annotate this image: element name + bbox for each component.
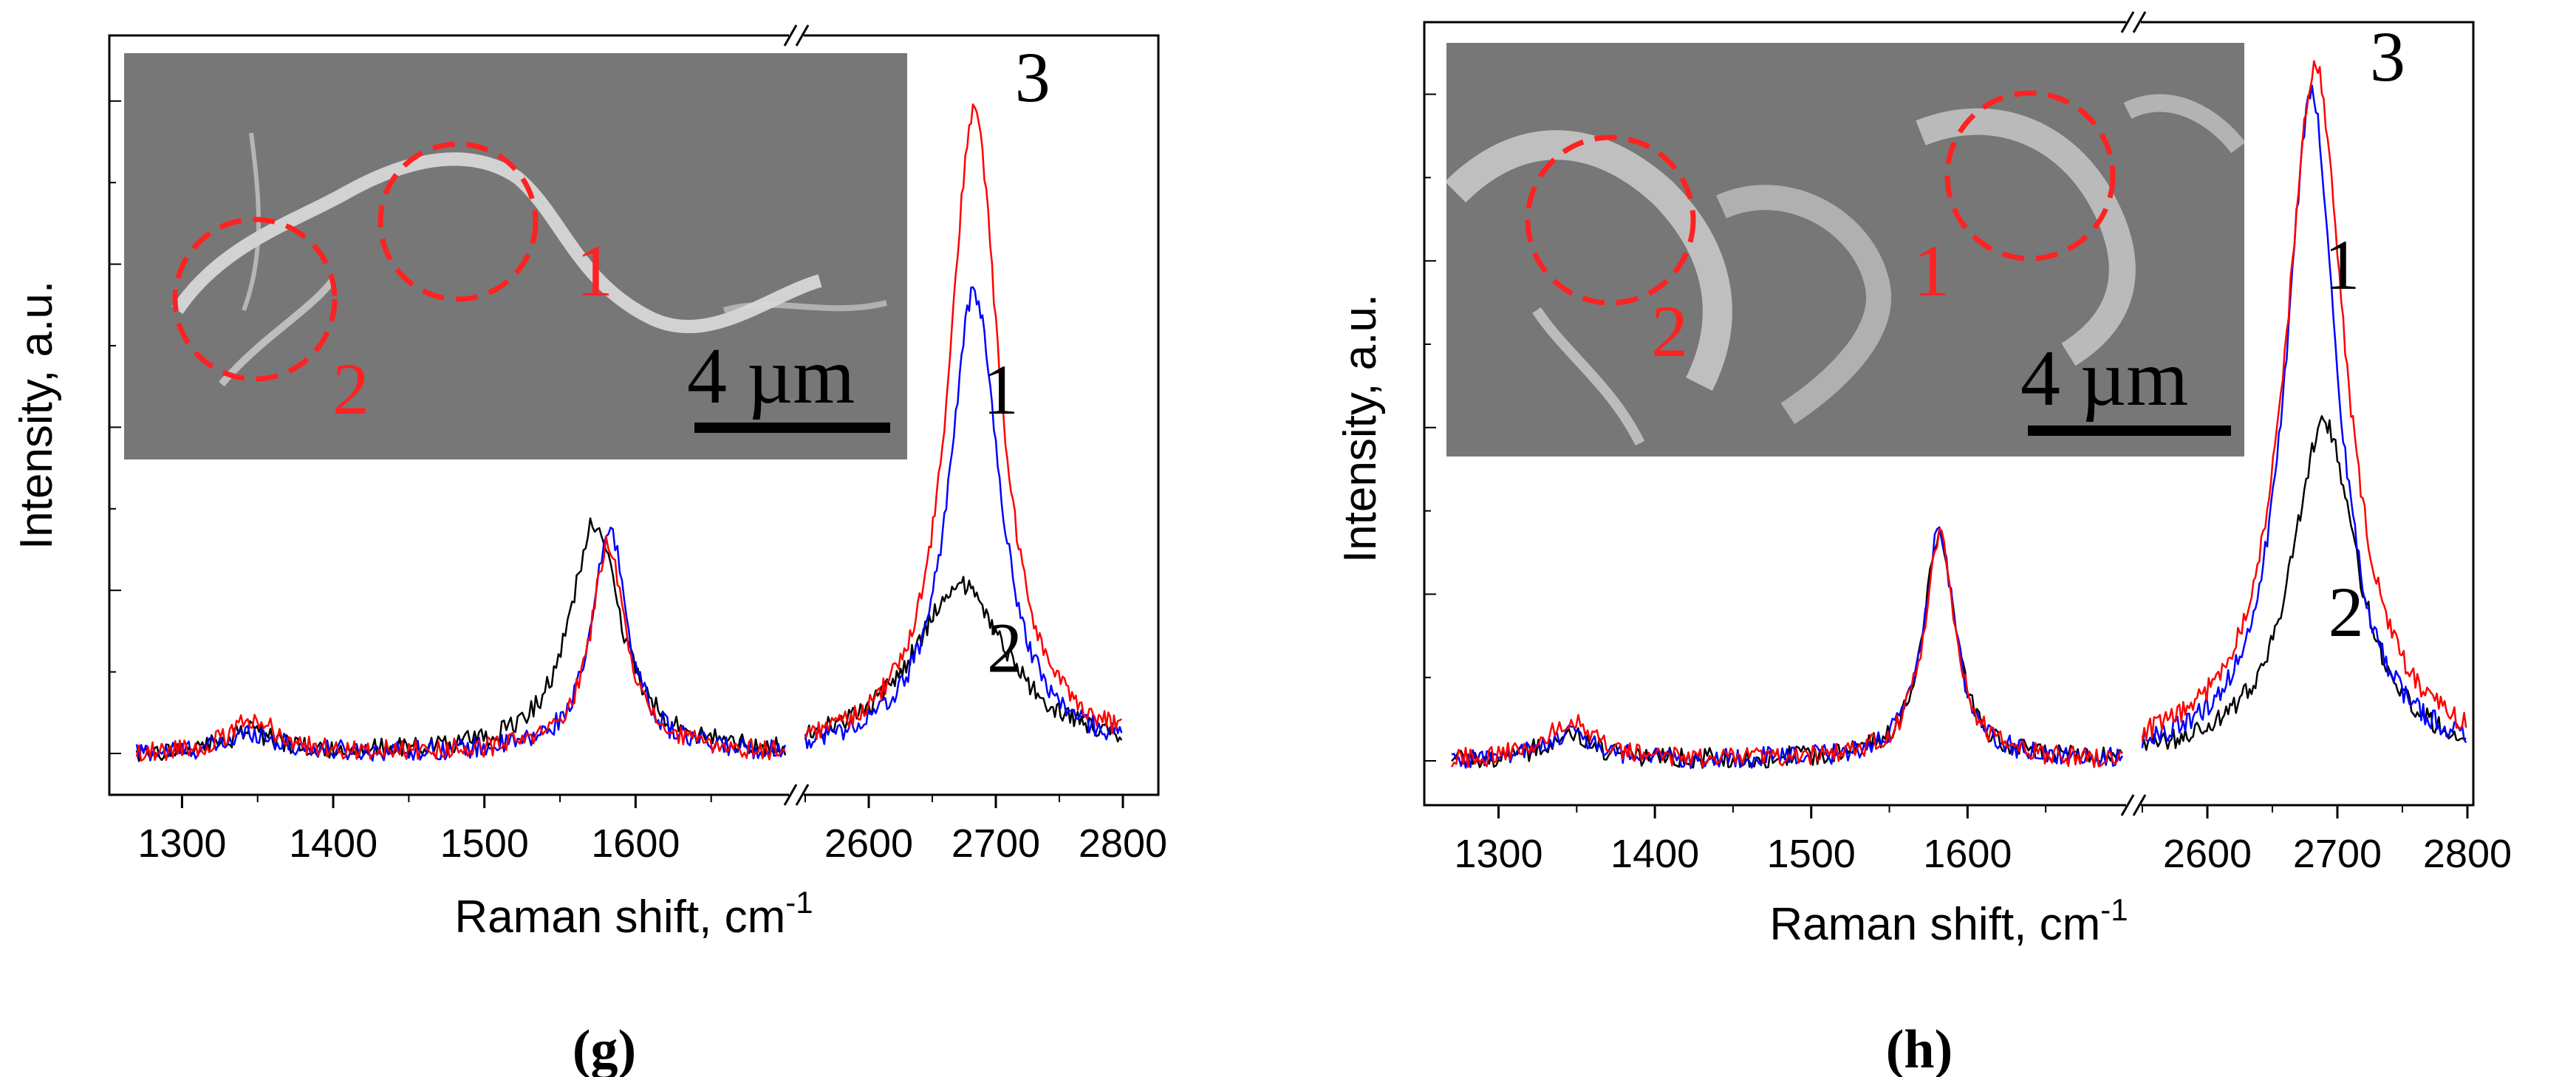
y-axis-label: Intensity, a.u. — [11, 281, 62, 550]
x-tick-label: 2800 — [2423, 832, 2512, 876]
series-line-1-segment-1 — [135, 526, 787, 762]
axis-break-mark — [2120, 11, 2135, 33]
series-line-3-segment-2 — [804, 103, 1122, 740]
x-tick-label: 1400 — [289, 821, 377, 866]
x-axis-ticks: 1300 1400 1500 1600 2600 2700 2800 — [1424, 11, 2512, 876]
x-axis-label-sup: -1 — [785, 885, 813, 920]
x-axis-label-sup: -1 — [2100, 892, 2128, 927]
x-tick-label: 2800 — [1079, 821, 1167, 866]
inset-circle-label: 2 — [332, 348, 369, 430]
series-line-2-segment-1 — [135, 517, 787, 762]
curve-label: 3 — [2370, 17, 2405, 96]
region-circle — [1944, 90, 2116, 261]
axis-break-mark — [2132, 11, 2147, 33]
sem-flake — [219, 278, 335, 387]
curve-label: 3 — [1015, 38, 1050, 117]
x-axis-label-text: Raman shift, cm — [454, 892, 785, 943]
x-tick-label: 1500 — [440, 821, 529, 866]
series-group — [1450, 60, 2467, 770]
x-axis-label: Raman shift, cm-1 — [1769, 892, 2128, 950]
series-line-1-segment-2 — [2141, 84, 2467, 748]
x-axis-label: Raman shift, cm-1 — [454, 885, 813, 943]
curve-labels: 3 1 2 — [2324, 17, 2405, 652]
axis-break-mark — [2120, 794, 2135, 816]
x-tick-label: 1300 — [137, 821, 226, 866]
sem-flake — [2123, 94, 2246, 154]
x-tick-label: 2700 — [2293, 832, 2382, 876]
series-line-1-segment-1 — [1451, 526, 2124, 770]
y-axis-label: Intensity, a.u. — [1335, 294, 1386, 563]
x-tick-label: 1400 — [1610, 832, 1699, 876]
x-tick-label: 1300 — [1454, 832, 1542, 876]
sem-flake — [1916, 108, 2136, 366]
scale-bar-label: 4 µm — [687, 332, 855, 420]
series-line-1-segment-2 — [804, 286, 1123, 750]
axis-break-mark — [795, 24, 810, 47]
curve-label: 2 — [987, 609, 1022, 688]
series-line-2-segment-2 — [804, 575, 1123, 743]
plot-frame — [108, 34, 1160, 796]
inset-circle-label: 2 — [1651, 290, 1688, 372]
series-line-3-segment-2 — [2141, 60, 2467, 742]
region-circle — [377, 141, 539, 302]
scale-bar-label: 4 µm — [2020, 335, 2188, 423]
series-group — [135, 103, 1123, 762]
sem-inset: 1 2 4 µm — [1444, 43, 2246, 457]
region-circle — [172, 216, 338, 382]
x-tick-label: 1500 — [1767, 832, 1856, 876]
sem-flake — [1532, 307, 1645, 446]
panel-g: 1300 1400 1500 1600 2600 2700 2800 1 2 4 µm 31… — [11, 24, 1167, 1077]
plot-frame — [1423, 21, 2475, 807]
sem-flake — [722, 300, 887, 313]
axis-break-mark — [2132, 794, 2147, 816]
curve-label: 2 — [2329, 572, 2364, 652]
x-axis-ticks: 1300 1400 1500 1600 2600 2700 2800 — [109, 24, 1167, 866]
panel-label: (g) — [573, 1019, 636, 1077]
curve-labels: 3 1 2 — [983, 38, 1050, 688]
x-tick-label: 1600 — [591, 821, 680, 866]
inset-circle-label: 1 — [1913, 230, 1950, 312]
x-tick-label: 2700 — [952, 821, 1040, 866]
axis-break-mark — [795, 784, 810, 806]
curve-label: 1 — [983, 350, 1019, 429]
series-line-3-segment-1 — [135, 535, 786, 762]
axis-break-mark — [783, 784, 798, 806]
inset-circle-label: 1 — [576, 230, 613, 312]
sem-flake — [171, 152, 822, 334]
series-line-2-segment-2 — [2141, 415, 2467, 751]
x-tick-label: 2600 — [824, 821, 913, 866]
panel-label: (h) — [1886, 1019, 1953, 1077]
x-tick-label: 2600 — [2163, 832, 2252, 876]
x-axis-label-text: Raman shift, cm — [1769, 899, 2100, 950]
region-circle — [1525, 134, 1696, 306]
x-tick-label: 1600 — [1923, 832, 2012, 876]
series-line-3-segment-1 — [1450, 527, 2123, 768]
curve-label: 1 — [2324, 225, 2360, 304]
sem-flake — [1444, 130, 1732, 391]
sem-flake — [1716, 185, 1892, 425]
panel-h: 1300 1400 1500 1600 2600 2700 2800 1 2 4 µm 31… — [1335, 11, 2512, 1077]
axis-break-mark — [783, 24, 798, 47]
scale-bar — [694, 423, 890, 433]
series-line-2-segment-1 — [1451, 527, 2123, 769]
sem-inset: 1 2 4 µm — [124, 53, 907, 459]
scale-bar — [2028, 425, 2231, 436]
